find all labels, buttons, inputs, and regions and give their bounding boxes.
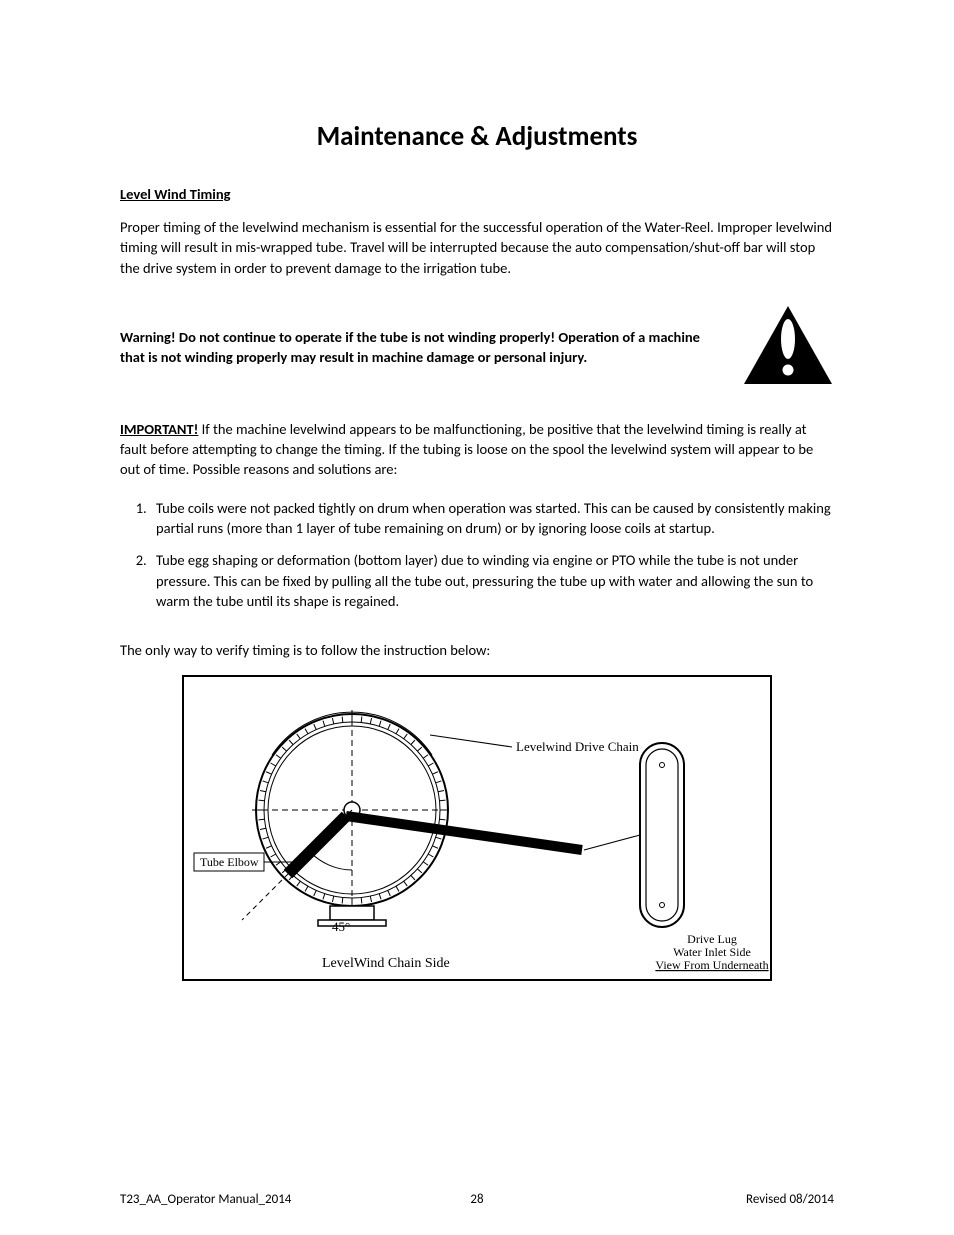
important-body: If the machine levelwind appears to be m…: [120, 420, 813, 479]
footer-page-number: 28: [470, 1192, 483, 1207]
reasons-list: Tube coils were not packed tightly on dr…: [150, 498, 834, 611]
list-item: Tube egg shaping or deformation (bottom …: [150, 550, 834, 611]
page-title: Maintenance & Adjustments: [120, 120, 834, 153]
footer-right: Revised 08/2014: [746, 1192, 834, 1207]
diagram-label-chain: Levelwind Drive Chain: [516, 739, 639, 754]
page-footer: T23_AA_Operator Manual_2014 28 Revised 0…: [120, 1192, 834, 1207]
footer-left: T23_AA_Operator Manual_2014: [120, 1192, 291, 1207]
warning-icon: [742, 304, 834, 391]
important-label: IMPORTANT!: [120, 420, 198, 438]
verify-text: The only way to verify timing is to foll…: [120, 641, 834, 659]
diagram-label-side: LevelWind Chain Side: [322, 956, 450, 971]
section-subhead: Level Wind Timing: [120, 185, 834, 203]
diagram-label-lug1: Drive Lug: [687, 932, 737, 946]
timing-diagram: Levelwind Drive Chain Tube Elbow 45° Lev…: [182, 675, 772, 981]
diagram-label-angle: 45°: [332, 919, 350, 934]
list-item: Tube coils were not packed tightly on dr…: [150, 498, 834, 539]
diagram-label-lug2: Water Inlet Side: [673, 945, 751, 959]
intro-paragraph: Proper timing of the levelwind mechanism…: [120, 217, 834, 278]
warning-text: Warning! Do not continue to operate if t…: [120, 327, 724, 368]
important-paragraph: IMPORTANT! If the machine levelwind appe…: [120, 419, 834, 480]
diagram-label-lug3: View From Underneath: [655, 958, 768, 972]
diagram-label-elbow: Tube Elbow: [200, 855, 259, 869]
